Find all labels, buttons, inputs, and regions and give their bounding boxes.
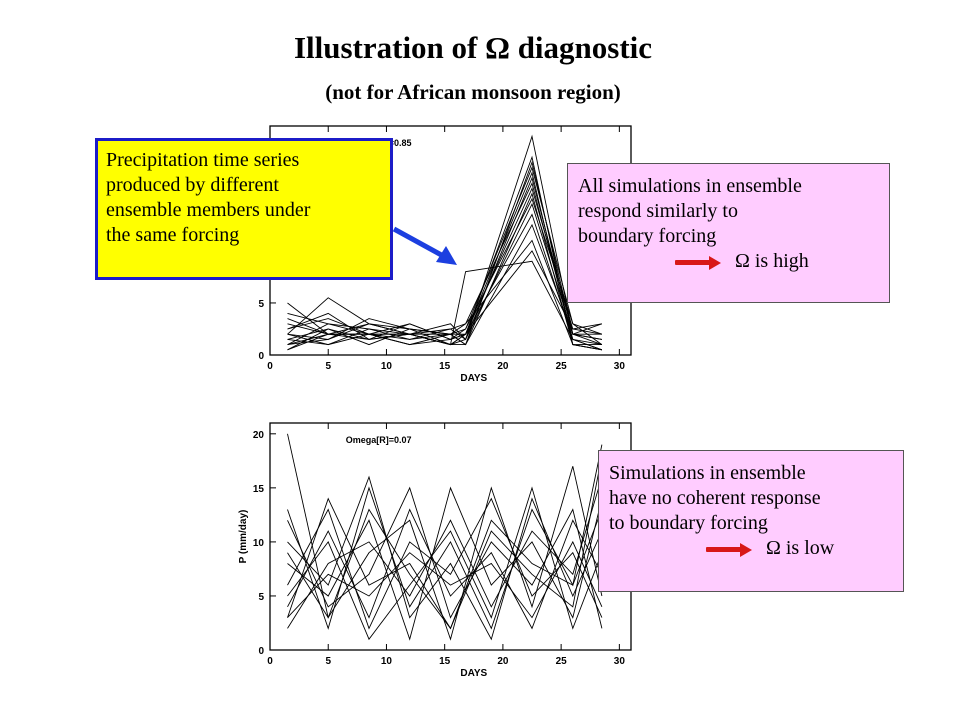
y-axis-label: P (mm/day) [238,510,249,564]
ensemble-note-line: produced by different [106,174,279,196]
omega-high-line: All simulations in ensemble [578,175,802,197]
x-axis-label: DAYS [460,373,487,384]
omega-high-line: boundary forcing [578,225,717,247]
x-tick-label: 20 [497,361,509,372]
x-tick-label: 10 [381,656,393,667]
series-line-15 [287,250,602,346]
y-tick-label: 0 [258,351,264,362]
omega-low-callout: Simulations in ensemble have no coherent… [598,450,904,592]
series-line-4 [287,486,603,641]
ensemble-note-callout: Precipitation time series produced by di… [95,138,393,280]
y-tick-label: 10 [253,538,265,549]
x-tick-label: 10 [381,361,393,372]
page-subtitle: (not for African monsoon region) [325,80,621,104]
y-tick-label: 15 [253,484,265,495]
x-tick-label: 30 [614,656,626,667]
series-line-13 [287,223,602,346]
x-axis-label: DAYS [460,668,487,679]
x-tick-label: 5 [325,361,331,372]
omega-high-line: respond similarly to [578,200,738,222]
omega-low-result: Ω is low [766,537,835,559]
x-tick-label: 0 [267,656,273,667]
bottom-precip-chart: 0 5 10 15 20 25 30 0 5 10 15 20 DAYS P (mm/day) Omega[… [238,422,632,679]
x-tick-label: 25 [556,656,568,667]
omega-low-line: have no coherent response [609,487,821,509]
series-line-8 [287,476,603,629]
y-tick-label: 20 [253,430,265,441]
series-line-5 [287,508,603,630]
pointer-arrow [392,226,457,265]
x-tick-label: 0 [267,361,273,372]
x-tick-label: 20 [497,656,509,667]
chart-title: Omega[R]=0.07 [346,435,412,445]
ensemble-note-line: the same forcing [106,224,240,246]
x-tick-label: 25 [556,361,568,372]
y-tick-label: 0 [258,646,264,657]
y-tick-label: 5 [258,299,264,310]
series-line-7 [287,497,603,630]
series-line-12 [287,540,603,619]
series-line-14 [287,239,602,346]
x-tick-label: 30 [614,361,626,372]
series-line-10 [287,486,603,641]
ensemble-note-line: Precipitation time series [106,149,300,171]
x-tick-label: 5 [325,656,331,667]
right-arrow-icon [706,542,752,557]
series-line-16 [287,260,603,351]
right-arrow-icon [675,255,721,270]
series-line-1 [287,433,603,641]
omega-low-line: to boundary forcing [609,512,768,534]
page-title: Illustration of Ω diagnostic [293,30,653,65]
omega-low-line: Simulations in ensemble [609,462,806,484]
series-line-3 [287,455,603,630]
omega-high-result: Ω is high [735,250,809,272]
omega-high-callout: All simulations in ensemble respond simi… [567,163,890,303]
x-tick-label: 15 [439,656,451,667]
x-tick-label: 15 [439,361,451,372]
series-line-9 [287,486,603,629]
y-tick-label: 5 [258,592,264,603]
ensemble-note-line: ensemble members under [106,199,311,221]
